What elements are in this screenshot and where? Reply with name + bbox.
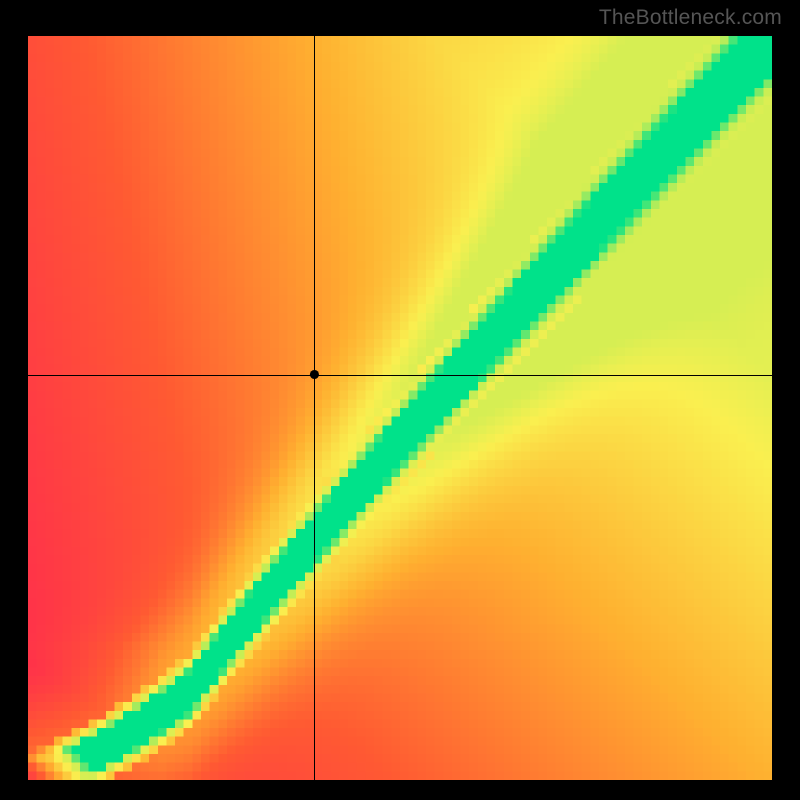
heatmap-plot: [28, 36, 772, 780]
watermark-text: TheBottleneck.com: [599, 6, 782, 30]
chart-container: TheBottleneck.com: [0, 0, 800, 800]
crosshair-overlay: [28, 36, 772, 780]
